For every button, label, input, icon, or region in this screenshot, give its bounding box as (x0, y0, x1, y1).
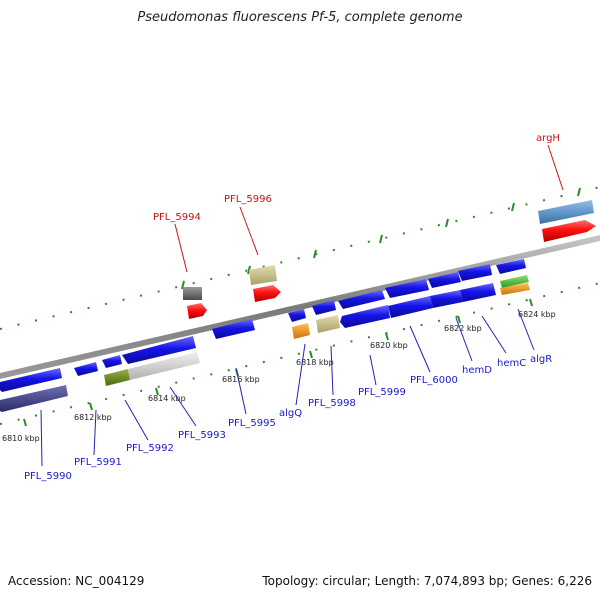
tick-label: 6822 kbp (444, 324, 482, 333)
gene-label[interactable]: PFL_5994 (153, 212, 201, 223)
gene-label[interactable]: PFL_5991 (74, 457, 122, 468)
cds-arrow[interactable] (74, 362, 98, 376)
ruler-labels: 6810 kbp 6812 kbp 6814 kbp 6816 kbp 6818… (2, 310, 556, 443)
gene-label[interactable]: PFL_5995 (228, 418, 276, 429)
cds-arrow[interactable] (428, 272, 461, 288)
gene-block[interactable] (538, 200, 594, 224)
gene-label[interactable]: PFL_5999 (358, 387, 406, 398)
gene-block[interactable] (316, 315, 340, 333)
cds-arrow[interactable] (288, 309, 306, 322)
tick-label: 6810 kbp (2, 434, 40, 443)
cds-arrow[interactable] (430, 290, 463, 308)
gene-block[interactable] (104, 369, 130, 386)
tick-label: 6816 kbp (222, 375, 260, 384)
callout-lines (40, 308, 535, 467)
gene-label[interactable]: PFL_6000 (410, 375, 458, 386)
forward-strand-features (183, 200, 596, 319)
accession-text: Accession: NC_004129 (8, 574, 145, 588)
tick-label: 6824 kbp (518, 310, 556, 319)
gene-block[interactable] (183, 287, 202, 300)
gene-label[interactable]: algR (530, 354, 552, 365)
cds-arrow[interactable] (212, 319, 255, 339)
cds-arrow[interactable] (385, 279, 429, 298)
cds-arrow[interactable] (253, 285, 281, 302)
cds-arrow[interactable] (122, 336, 196, 364)
cds-arrow[interactable] (460, 283, 496, 302)
gene-label[interactable]: PFL_5996 (224, 194, 272, 205)
gene-block[interactable] (249, 265, 277, 285)
gene-block[interactable] (292, 323, 310, 339)
forward-gene-labels: PFL_5994 PFL_5996 argH (153, 133, 560, 223)
cds-arrow[interactable] (458, 264, 492, 281)
cds-arrow[interactable] (340, 305, 390, 328)
tick-label: 6812 kbp (74, 413, 112, 422)
gene-block[interactable] (500, 275, 529, 288)
tick-label: 6814 kbp (148, 394, 186, 403)
cds-arrow[interactable] (496, 259, 526, 274)
gene-block[interactable] (128, 352, 200, 380)
gene-label[interactable]: PFL_5998 (308, 398, 356, 409)
map-title: Pseudomonas fluorescens Pf-5, complete g… (137, 10, 463, 25)
gene-label[interactable]: PFL_5992 (126, 443, 174, 454)
cds-arrow[interactable] (0, 368, 62, 392)
cds-arrow[interactable] (312, 300, 336, 315)
cds-arrow[interactable] (102, 355, 122, 368)
gene-block[interactable] (0, 385, 68, 412)
gene-block[interactable] (500, 283, 530, 295)
cds-arrow[interactable] (388, 296, 433, 318)
gene-label[interactable]: algQ (279, 408, 302, 419)
gene-label[interactable]: argH (536, 133, 560, 144)
gene-label[interactable]: PFL_5990 (24, 471, 72, 482)
cds-arrow[interactable] (338, 290, 385, 309)
callout-lines-forward (174, 144, 564, 273)
reverse-gene-labels: PFL_5990 PFL_5991 PFL_5992 PFL_5993 PFL_… (24, 354, 552, 482)
cds-arrow[interactable] (187, 303, 207, 319)
genome-backbone (0, 235, 600, 379)
cds-arrow[interactable] (542, 220, 596, 242)
genome-summary-text: Topology: circular; Length: 7,074,893 bp… (262, 574, 592, 588)
gene-label[interactable]: PFL_5993 (178, 430, 226, 441)
tick-label: 6820 kbp (370, 341, 408, 350)
reverse-strand-features (0, 259, 530, 412)
gene-label[interactable]: hemD (462, 365, 492, 376)
gene-label[interactable]: hemC (497, 358, 526, 369)
tick-label: 6818 kbp (296, 358, 334, 367)
